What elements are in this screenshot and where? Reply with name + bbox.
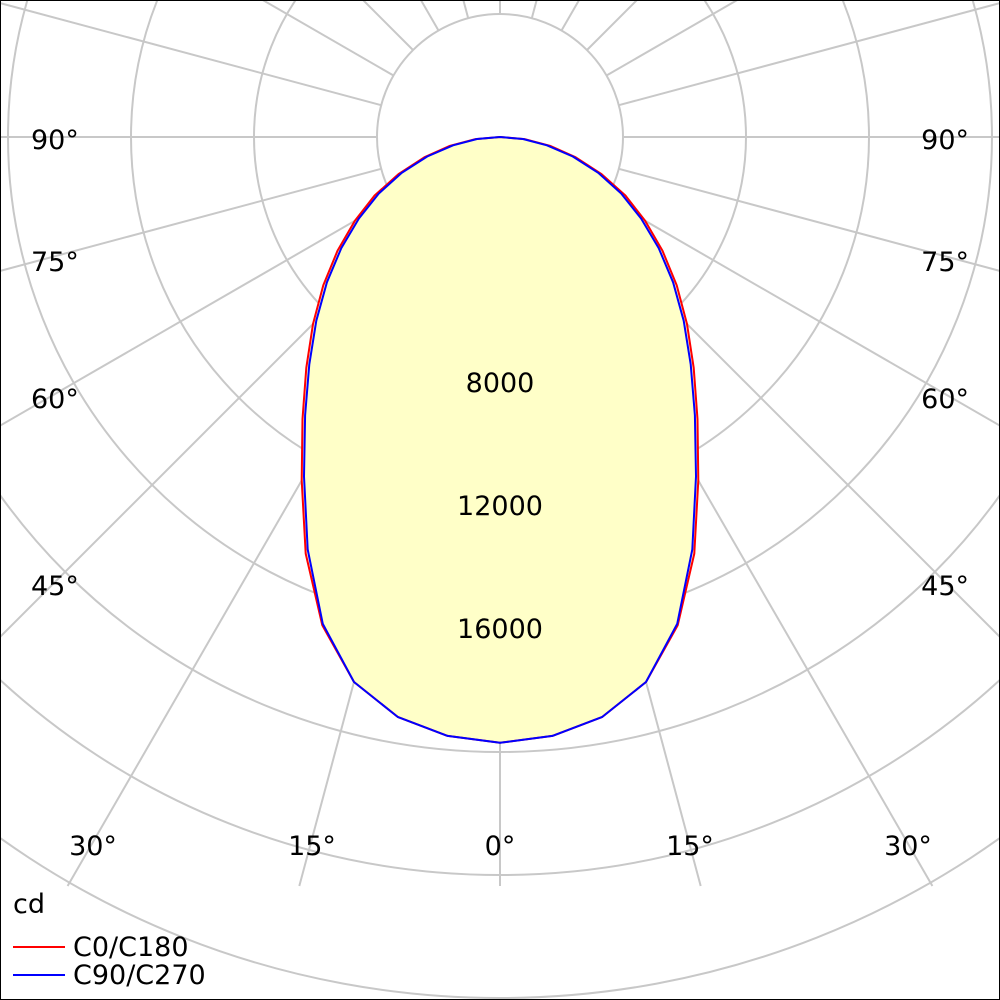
grid-spokes <box>1 1 999 887</box>
grid-spoke--105 <box>1 2 382 107</box>
grid-spoke-150 <box>560 1 580 31</box>
grid-spoke--45 <box>1 223 414 638</box>
grid-spoke--165 <box>462 1 470 19</box>
angle-label-bottom: 30° <box>69 831 117 862</box>
angle-label-left: 60° <box>31 384 79 415</box>
angle-label-left: 90° <box>31 125 79 156</box>
radial-tick-label: 8000 <box>466 368 535 399</box>
legend-item-c90-c270: C90/C270 <box>73 960 206 991</box>
grid-spoke--60 <box>1 197 394 427</box>
grid-spoke-60 <box>606 197 999 427</box>
radial-tick-label: 16000 <box>457 614 543 645</box>
curve-fill-area <box>301 137 699 743</box>
angle-label-bottom: 15° <box>288 831 336 862</box>
radial-tick-labels: 8000 12000 16000 <box>457 368 543 645</box>
legend-item-c0-c180: C0/C180 <box>73 932 189 963</box>
angle-label-right: 45° <box>921 571 969 602</box>
grid-spoke-75 <box>618 167 999 272</box>
angle-label-bottom: 0° <box>485 831 516 862</box>
grid-spoke-45 <box>586 223 999 638</box>
grid-spoke-165 <box>530 1 538 19</box>
angle-label-right: 90° <box>921 125 969 156</box>
curve-layer <box>300 136 700 744</box>
angle-label-right: 60° <box>921 384 969 415</box>
grid-spoke-105 <box>618 2 999 107</box>
angle-label-bottom: 15° <box>666 831 714 862</box>
angle-label-bottom: 30° <box>884 831 932 862</box>
grid-spoke-120 <box>606 1 738 77</box>
unit-label: cd <box>13 889 45 920</box>
legend: cd C0/C180 C90/C270 <box>13 889 206 991</box>
angle-label-right: 75° <box>921 247 969 278</box>
angle-labels: 30° 15° 0° 15° 30° 90° 75° 60° 45° 90° 75° 60° 45° <box>31 125 969 862</box>
curve-fill <box>301 137 699 743</box>
radial-tick-label: 12000 <box>457 491 543 522</box>
angle-label-left: 75° <box>31 247 79 278</box>
grid-spoke--75 <box>1 167 382 272</box>
angle-label-left: 45° <box>31 571 79 602</box>
grid-spoke--150 <box>420 1 440 31</box>
series-line-1 <box>303 136 697 744</box>
grid-spoke-135 <box>586 1 638 51</box>
grid-spoke--120 <box>262 1 394 77</box>
grid-spoke--135 <box>362 1 414 51</box>
